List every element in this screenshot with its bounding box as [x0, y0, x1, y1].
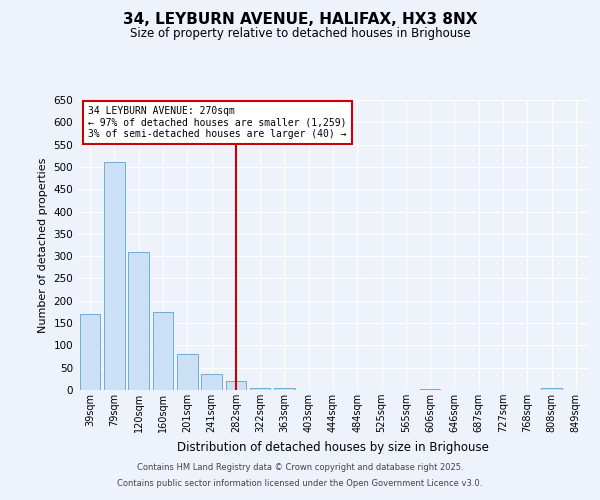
Bar: [274, 388, 295, 390]
Bar: [104, 162, 125, 390]
Text: Contains public sector information licensed under the Open Government Licence v3: Contains public sector information licen…: [118, 478, 482, 488]
Bar: [250, 388, 271, 390]
Text: 34 LEYBURN AVENUE: 270sqm
← 97% of detached houses are smaller (1,259)
3% of sem: 34 LEYBURN AVENUE: 270sqm ← 97% of detac…: [88, 106, 347, 139]
X-axis label: Distribution of detached houses by size in Brighouse: Distribution of detached houses by size …: [177, 440, 489, 454]
Text: Contains HM Land Registry data © Crown copyright and database right 2025.: Contains HM Land Registry data © Crown c…: [137, 464, 463, 472]
Text: 34, LEYBURN AVENUE, HALIFAX, HX3 8NX: 34, LEYBURN AVENUE, HALIFAX, HX3 8NX: [123, 12, 477, 28]
Bar: [128, 252, 149, 390]
Bar: [177, 354, 197, 390]
Bar: [80, 314, 100, 390]
Bar: [201, 374, 222, 390]
Bar: [420, 388, 440, 390]
Y-axis label: Number of detached properties: Number of detached properties: [38, 158, 48, 332]
Bar: [226, 381, 246, 390]
Bar: [541, 388, 562, 390]
Bar: [152, 312, 173, 390]
Text: Size of property relative to detached houses in Brighouse: Size of property relative to detached ho…: [130, 28, 470, 40]
